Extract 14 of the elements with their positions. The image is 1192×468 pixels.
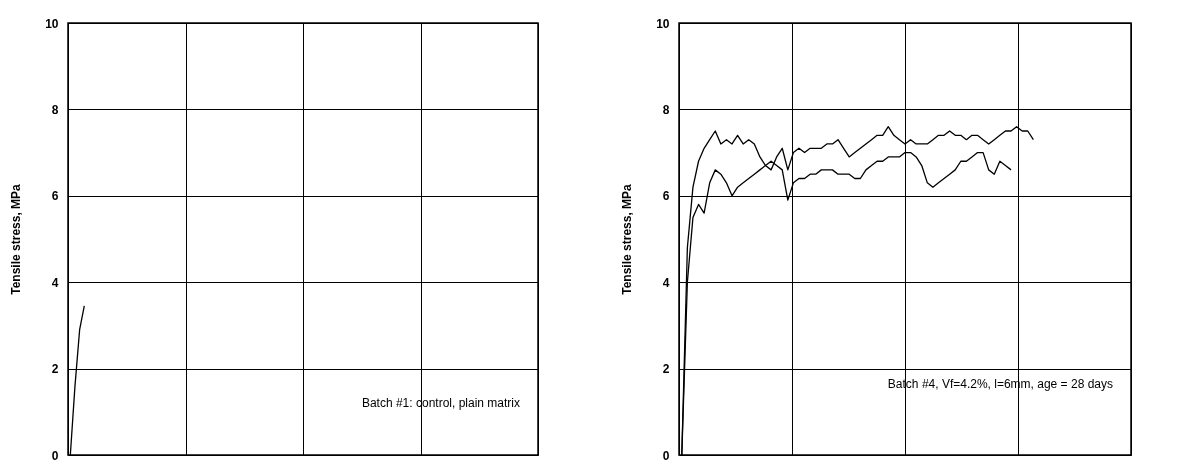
- y-tick-label: 6: [662, 189, 670, 204]
- y-tick-label: 10: [656, 16, 670, 31]
- y-axis-title: Tensile stress, MPa: [9, 183, 24, 295]
- y-tick-label: 4: [51, 275, 59, 290]
- y-tick-label: 6: [51, 189, 59, 204]
- y-tick-label: 4: [662, 275, 670, 290]
- y-tick-label: 8: [662, 102, 670, 117]
- y-tick-label: 2: [51, 362, 59, 377]
- y-tick-label: 10: [45, 16, 59, 31]
- y-axis-title: Tensile stress, MPa: [620, 183, 635, 295]
- y-tick-label: 0: [662, 448, 670, 463]
- y-tick-label: 0: [51, 448, 59, 463]
- y-tick-label: 2: [662, 362, 670, 377]
- y-tick-label: 8: [51, 102, 59, 117]
